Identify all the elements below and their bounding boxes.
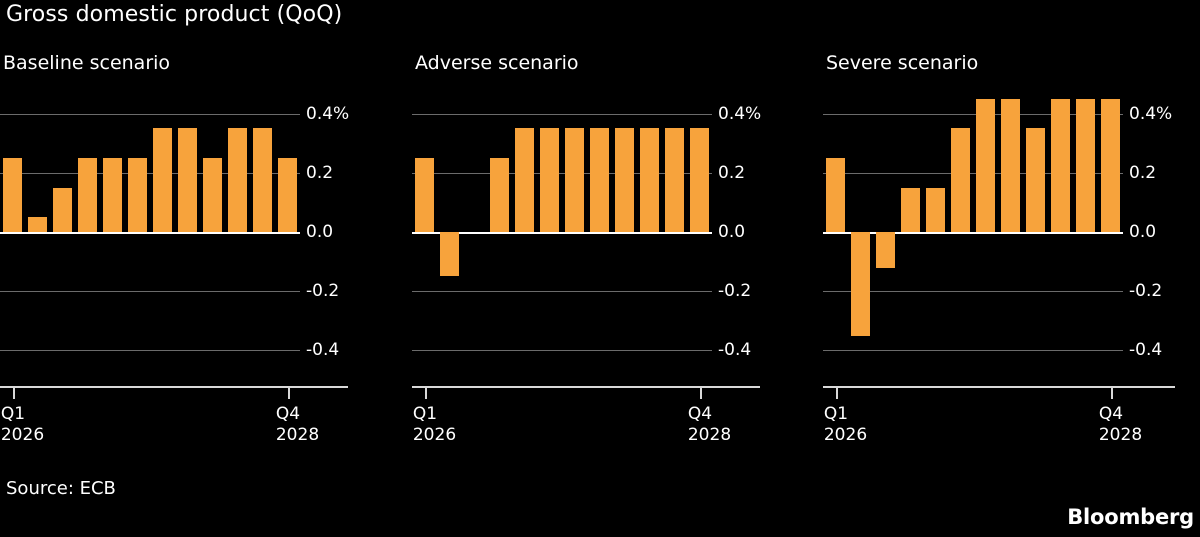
panel-title: Adverse scenario — [415, 52, 579, 74]
bar-series — [823, 90, 1123, 380]
x-axis-line — [823, 386, 1175, 388]
x-axis-line — [0, 386, 348, 388]
y-tick-label: 0.4% — [306, 103, 350, 124]
x-tick-year: 2028 — [275, 425, 320, 446]
bar — [490, 158, 509, 233]
y-tick-label: 0.0 — [306, 222, 334, 243]
bar — [901, 187, 920, 233]
bar — [278, 158, 297, 233]
bar — [103, 158, 122, 233]
bar — [851, 232, 870, 336]
x-tick-year: 2028 — [1098, 425, 1143, 446]
bar — [565, 128, 584, 233]
y-tick-label: -0.4 — [306, 340, 340, 361]
bar-series — [0, 90, 300, 380]
y-tick-label: 0.2 — [1129, 162, 1157, 183]
x-tick-label: Q1 2026 — [413, 404, 456, 447]
bar — [590, 128, 609, 233]
plot-area — [412, 90, 712, 380]
bar — [153, 128, 172, 233]
y-tick-label: 0.4% — [718, 103, 762, 124]
x-axis-line — [412, 386, 760, 388]
page-title: Gross domestic product (QoQ) — [6, 2, 343, 27]
plot-area — [823, 90, 1123, 380]
x-tick-year: 2026 — [823, 425, 868, 446]
chart-panels: Baseline scenario 0.4% 0.2 0.0 -0.2 -0.4 Q1 202… — [0, 52, 1200, 445]
y-axis-labels: 0.4% 0.2 0.0 -0.2 -0.4 — [300, 90, 362, 380]
x-tick-quarter: Q1 — [823, 404, 849, 424]
x-tick-quarter: Q1 — [412, 404, 438, 424]
bar — [253, 128, 272, 233]
bar — [1076, 98, 1095, 233]
bar — [665, 128, 684, 233]
bar — [640, 128, 659, 233]
y-tick-label: -0.4 — [718, 340, 752, 361]
bar — [415, 158, 434, 233]
y-tick-label: 0.2 — [306, 162, 334, 183]
x-tick-quarter: Q4 — [687, 404, 713, 424]
bar — [203, 158, 222, 233]
x-axis-tick — [699, 388, 702, 399]
panel-title: Baseline scenario — [3, 52, 171, 74]
panel-title: Severe scenario — [826, 52, 979, 74]
bar — [228, 128, 247, 233]
bar — [690, 128, 709, 233]
bar — [128, 158, 147, 233]
y-axis-labels: 0.4% 0.2 0.0 -0.2 -0.4 — [712, 90, 774, 380]
bar — [1051, 98, 1070, 233]
bar — [53, 187, 72, 233]
y-tick-label: -0.2 — [718, 281, 752, 302]
x-tick-year: 2026 — [0, 425, 45, 446]
bar — [876, 232, 895, 268]
y-tick-label: 0.2 — [718, 162, 746, 183]
x-tick-label: Q4 2028 — [276, 404, 319, 447]
x-axis-tick — [12, 388, 15, 399]
bar — [951, 128, 970, 233]
x-tick-label: Q4 2028 — [688, 404, 731, 447]
x-tick-label: Q1 2026 — [1, 404, 44, 447]
bar — [540, 128, 559, 233]
chart-panel-baseline: Baseline scenario 0.4% 0.2 0.0 -0.2 -0.4 Q1 202… — [0, 52, 362, 445]
bar-series — [412, 90, 712, 380]
y-tick-label: -0.4 — [1129, 340, 1163, 361]
bar — [515, 128, 534, 233]
y-tick-label: 0.4% — [1129, 103, 1173, 124]
chart-panel-severe: Severe scenario 0.4% 0.2 0.0 -0.2 -0.4 Q1 2026 Q… — [823, 52, 1193, 445]
y-tick-label: -0.2 — [306, 281, 340, 302]
x-axis-tick — [424, 388, 427, 399]
bar — [1026, 128, 1045, 233]
y-tick-label: -0.2 — [1129, 281, 1163, 302]
x-axis-tick — [287, 388, 290, 399]
bar — [826, 158, 845, 233]
bar — [3, 158, 22, 233]
bar — [926, 187, 945, 233]
x-axis-tick — [1110, 388, 1113, 399]
x-tick-year: 2026 — [412, 425, 457, 446]
x-tick-quarter: Q4 — [275, 404, 301, 424]
bar — [976, 98, 995, 233]
y-tick-label: 0.0 — [718, 222, 746, 243]
y-tick-label: 0.0 — [1129, 222, 1157, 243]
plot-area — [0, 90, 300, 380]
bar — [78, 158, 97, 233]
source-note: Source: ECB — [6, 478, 116, 499]
bar — [615, 128, 634, 233]
x-tick-label: Q1 2026 — [824, 404, 867, 447]
chart-panel-adverse: Adverse scenario 0.4% 0.2 0.0 -0.2 -0.4 Q1 2026… — [412, 52, 774, 445]
x-tick-label: Q4 2028 — [1099, 404, 1142, 447]
bar — [1001, 98, 1020, 233]
bar — [1101, 98, 1120, 233]
bloomberg-logo: Bloomberg — [1067, 505, 1194, 529]
bar — [178, 128, 197, 233]
x-axis-tick — [835, 388, 838, 399]
bar — [28, 217, 47, 233]
bar — [440, 232, 459, 277]
x-tick-quarter: Q4 — [1098, 404, 1124, 424]
y-axis-labels: 0.4% 0.2 0.0 -0.2 -0.4 — [1123, 90, 1185, 380]
x-tick-quarter: Q1 — [0, 404, 26, 424]
x-tick-year: 2028 — [687, 425, 732, 446]
